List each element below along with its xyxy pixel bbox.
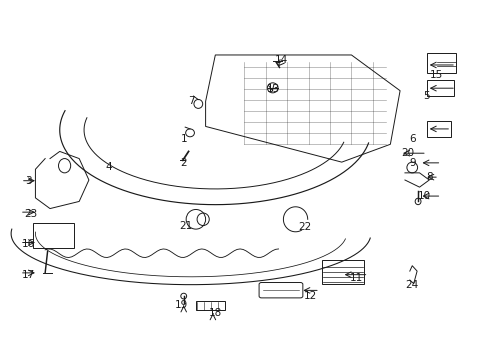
Text: 23: 23 xyxy=(24,209,37,219)
Text: 20: 20 xyxy=(400,148,413,158)
Text: 22: 22 xyxy=(298,222,311,232)
Text: 13: 13 xyxy=(266,84,280,94)
Text: 1: 1 xyxy=(180,134,186,144)
Text: 16: 16 xyxy=(21,239,35,249)
Text: 10: 10 xyxy=(417,191,430,201)
Text: 6: 6 xyxy=(408,134,415,144)
Text: 15: 15 xyxy=(429,69,442,80)
Text: 19: 19 xyxy=(174,300,187,310)
Text: 17: 17 xyxy=(21,270,35,280)
Text: 12: 12 xyxy=(303,291,316,301)
Text: 7: 7 xyxy=(187,96,194,107)
Text: 14: 14 xyxy=(274,55,287,65)
Text: 24: 24 xyxy=(405,280,418,291)
Text: 5: 5 xyxy=(423,91,429,101)
Text: 11: 11 xyxy=(349,273,362,283)
Text: 2: 2 xyxy=(180,158,186,168)
Text: 21: 21 xyxy=(179,221,192,231)
Text: 4: 4 xyxy=(105,162,111,172)
Text: 3: 3 xyxy=(25,176,31,186)
Text: 18: 18 xyxy=(208,308,222,318)
Text: 8: 8 xyxy=(425,172,432,182)
Text: 9: 9 xyxy=(408,158,415,168)
